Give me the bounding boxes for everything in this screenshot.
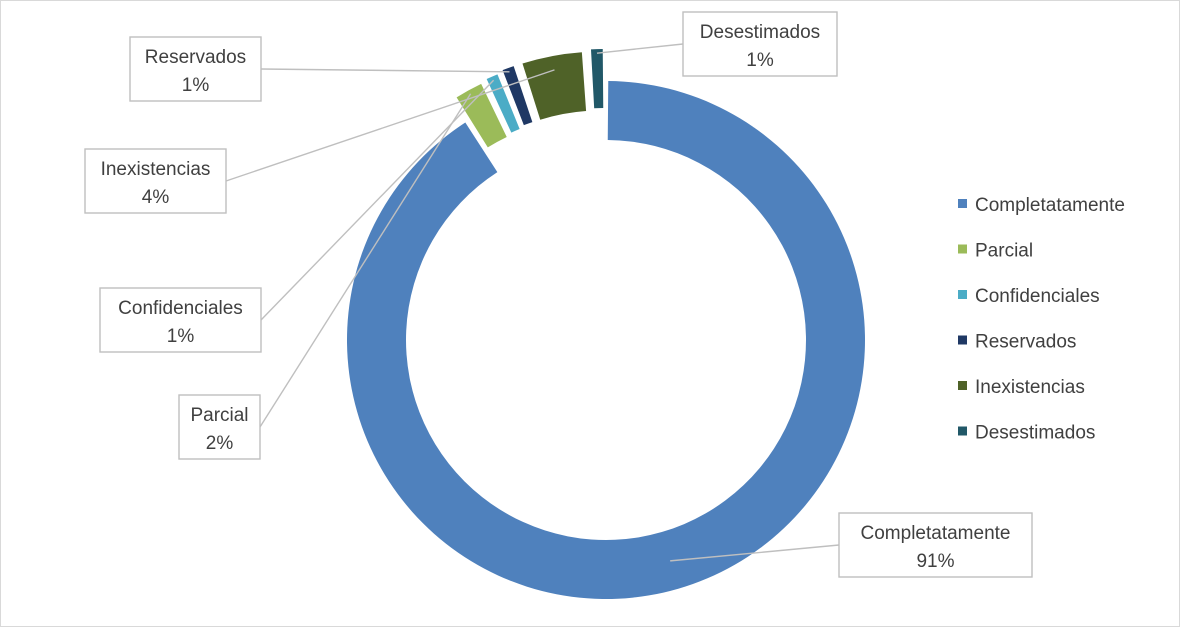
data-label-confidenciales: Confidenciales 1% <box>99 287 262 353</box>
legend-label: Completatamente <box>975 195 1125 216</box>
legend-item-confidenciales: Confidenciales <box>958 286 1100 307</box>
legend-item-completatamente: Completatamente <box>958 195 1125 216</box>
legend-label: Parcial <box>975 241 1033 262</box>
legend-swatch <box>958 290 967 299</box>
data-label-box <box>99 287 262 353</box>
legend-label: Inexistencias <box>975 377 1085 398</box>
data-label-value: 91% <box>916 551 954 572</box>
leader-line-parcial <box>259 93 472 428</box>
slice-desestimados <box>590 49 604 109</box>
data-label-inexistencias: Inexistencias 4% <box>84 148 227 214</box>
data-label-category: Desestimados <box>700 22 820 43</box>
legend-item-inexistencias: Inexistencias <box>958 377 1085 398</box>
legend-label: Reservados <box>975 332 1076 353</box>
data-label-completatamente: Completatamente 91% <box>838 512 1033 578</box>
data-label-value: 1% <box>167 326 195 347</box>
legend-swatch <box>958 244 967 254</box>
data-label-value: 1% <box>182 75 210 96</box>
legend-label: Confidenciales <box>975 286 1100 307</box>
legend-swatch <box>958 381 967 390</box>
data-label-category: Confidenciales <box>118 298 243 319</box>
slice-inexistencias <box>522 52 587 120</box>
data-label-value: 4% <box>142 187 170 208</box>
data-label-parcial: Parcial 2% <box>178 394 261 460</box>
data-label-category: Reservados <box>145 47 246 68</box>
slice-confidenciales <box>486 74 520 133</box>
data-label-box <box>682 11 838 77</box>
data-label-value: 2% <box>206 433 234 454</box>
legend-swatch <box>958 199 967 208</box>
legend: Completatamente Parcial Confidenciales Rese… <box>958 195 1125 444</box>
slice-parcial <box>456 83 507 148</box>
data-label-reservados: Reservados 1% <box>129 36 262 102</box>
legend-item-desestimados: Desestimados <box>958 423 1095 444</box>
data-label-value: 1% <box>746 50 774 71</box>
data-label-category: Parcial <box>190 405 248 426</box>
data-label-category: Inexistencias <box>101 159 211 180</box>
legend-swatch <box>958 426 967 436</box>
legend-item-reservados: Reservados <box>958 332 1076 353</box>
data-label-box <box>84 148 227 214</box>
callouts-layer: Completatamente 91% Parcial 2% Confidenciale… <box>84 11 1033 578</box>
slice-reservados <box>502 66 533 126</box>
leader-line-desestimados <box>596 43 684 54</box>
slice-completatamente <box>346 81 866 599</box>
legend-label: Desestimados <box>975 423 1095 444</box>
leader-line-inexistencias <box>225 69 555 182</box>
data-label-box <box>129 36 262 102</box>
legend-item-parcial: Parcial <box>958 241 1033 262</box>
legend-swatch <box>958 335 967 345</box>
data-label-category: Completatamente <box>861 523 1011 544</box>
data-label-desestimados: Desestimados 1% <box>682 11 838 77</box>
leader-line-completatamente <box>670 544 840 562</box>
leaders-layer <box>225 43 840 562</box>
slices-layer <box>346 49 866 599</box>
data-label-box <box>178 394 261 460</box>
leader-line-reservados <box>260 68 510 73</box>
leader-line-confidenciales <box>260 79 495 321</box>
data-label-box <box>838 512 1033 578</box>
